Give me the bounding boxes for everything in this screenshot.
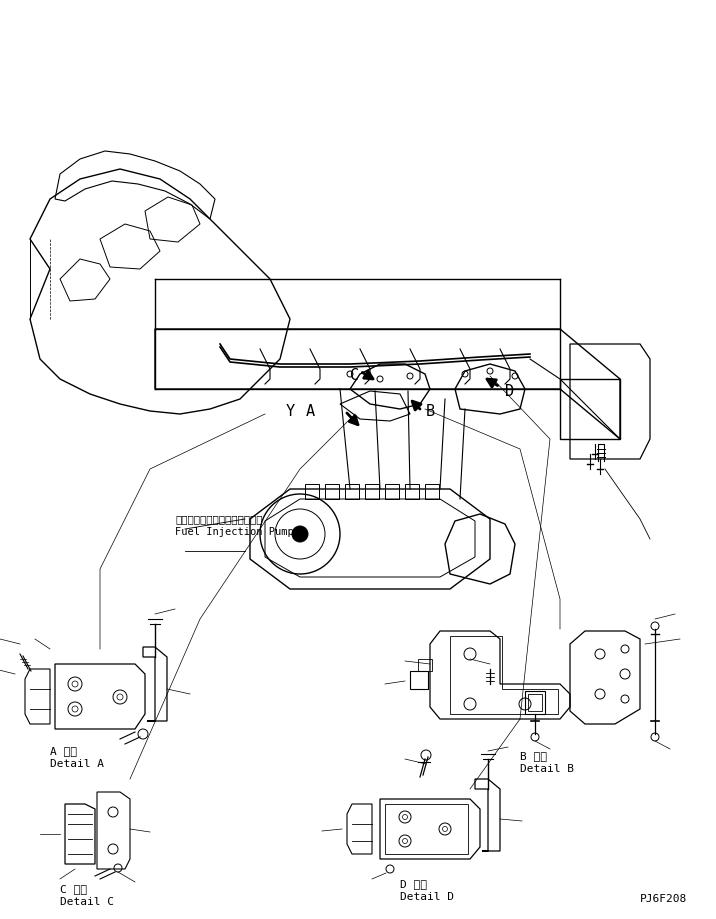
Text: D 詳細: D 詳細 [400,879,427,889]
Text: B: B [425,404,435,419]
Text: C: C [350,369,359,383]
Text: フェルインジェクションポンプ: フェルインジェクションポンプ [175,514,263,524]
Bar [528,694,542,711]
Text: A 詳細: A 詳細 [50,746,77,756]
Text: D: D [505,384,515,400]
Text: Detail D: Detail D [400,892,454,902]
Circle shape [292,526,308,542]
Text: Detail A: Detail A [50,759,104,769]
Text: A: A [306,403,314,418]
Text: Y: Y [286,403,294,418]
Text: Detail C: Detail C [60,897,114,907]
Text: Fuel Injection Pump: Fuel Injection Pump [175,527,294,537]
Text: PJ6F208: PJ6F208 [640,894,687,904]
Text: Detail B: Detail B [520,764,574,774]
Text: C 詳細: C 詳細 [60,884,87,894]
Text: B 詳細: B 詳細 [520,751,547,761]
